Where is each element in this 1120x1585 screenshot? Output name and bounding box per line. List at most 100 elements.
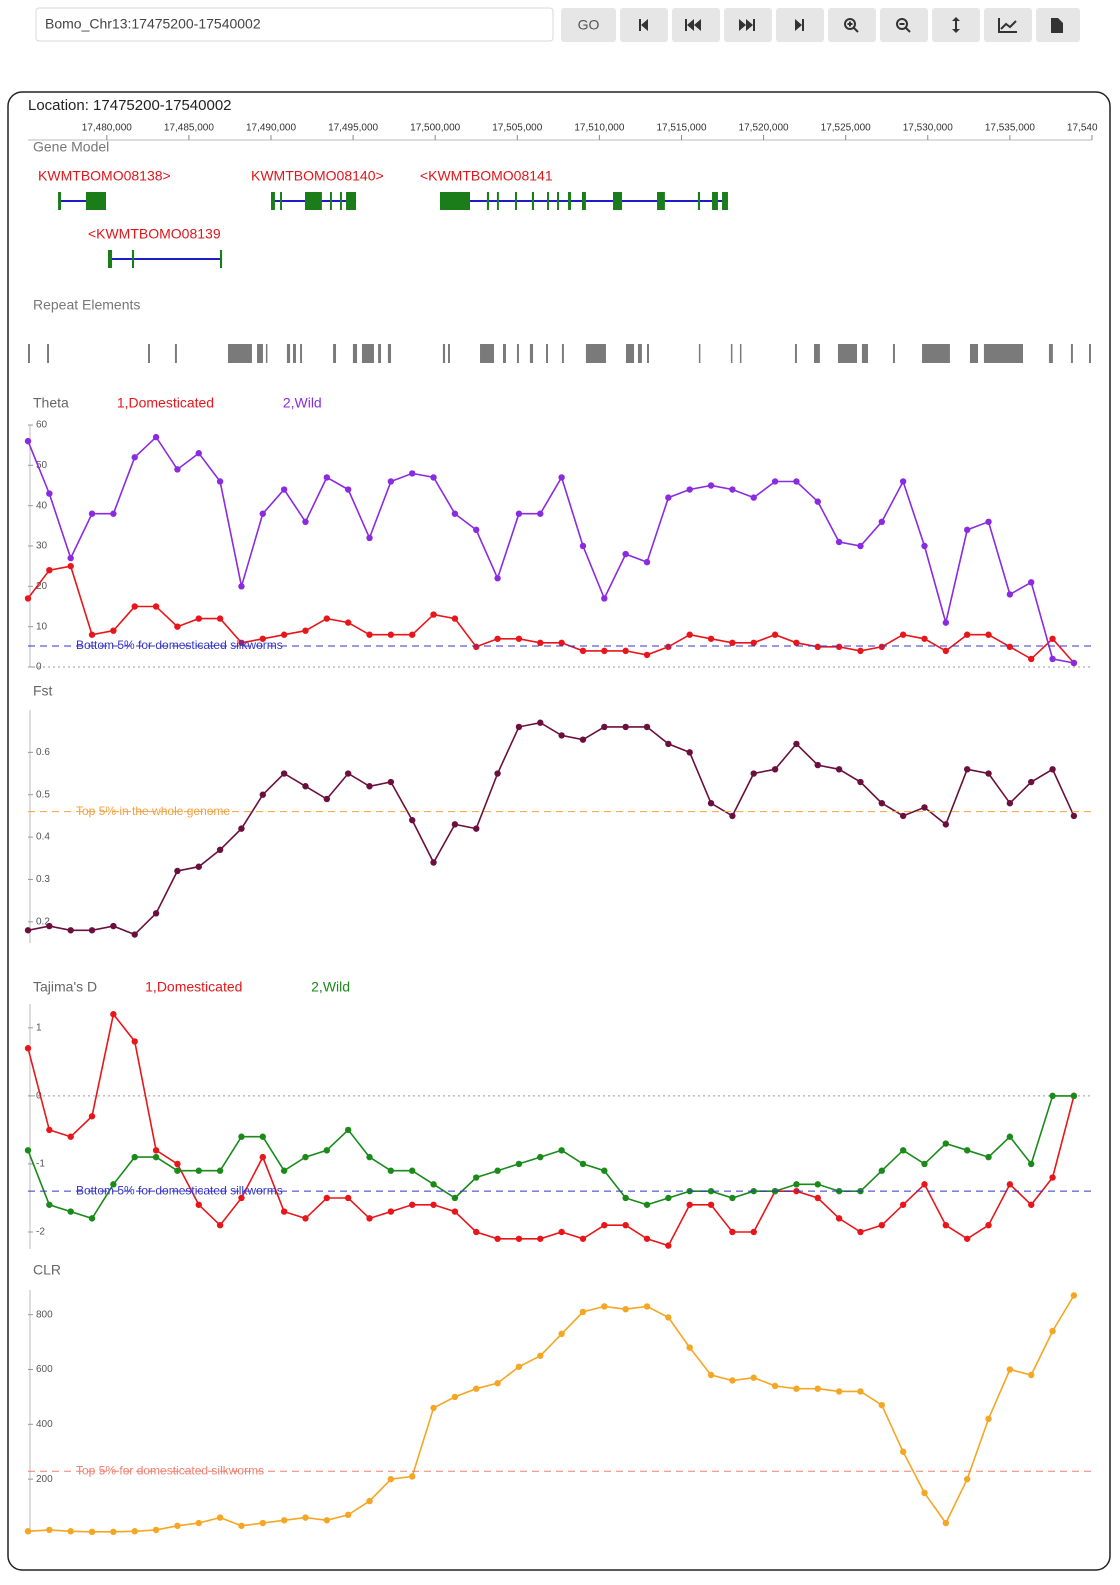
icon (844, 18, 856, 30)
icon (639, 19, 641, 31)
y-tick-label: 0.2 (36, 916, 50, 927)
data-point (280, 631, 288, 638)
data-point (750, 1228, 757, 1236)
data-point (494, 1235, 501, 1242)
repeat-block (637, 344, 642, 363)
data-point (238, 1133, 245, 1140)
exon (722, 192, 728, 210)
series-line (27, 1295, 1075, 1533)
location-input[interactable] (35, 7, 554, 42)
data-point (579, 647, 587, 655)
data-point (899, 478, 907, 485)
data-point (387, 478, 395, 485)
data-point (174, 1167, 181, 1174)
ruler-tick-label: 17,495,000 (328, 123, 378, 134)
data-point (302, 783, 309, 790)
data-point (857, 1388, 864, 1395)
data-point (24, 595, 32, 602)
data-point (67, 1208, 74, 1215)
repeat-block (442, 344, 446, 363)
data-point (409, 1473, 416, 1480)
repeat-block (1089, 344, 1091, 363)
exon (712, 192, 718, 210)
repeat-block (730, 344, 733, 363)
exon (329, 192, 332, 210)
gene-model-title: Gene Model (33, 139, 109, 155)
data-point (451, 1194, 459, 1202)
repeat-block (448, 344, 450, 363)
next-button[interactable] (724, 8, 772, 42)
data-point (899, 812, 907, 820)
gene-label: KWMTBOMO08140> (251, 168, 384, 184)
chart-button[interactable] (984, 8, 1032, 42)
data-point (451, 510, 459, 517)
data-point (1049, 1092, 1056, 1100)
data-point (216, 1514, 224, 1521)
data-point (409, 1167, 416, 1174)
first-button[interactable] (620, 8, 668, 42)
data-point (643, 1201, 651, 1208)
data-point (216, 1167, 224, 1174)
data-point (67, 554, 74, 562)
repeat-block (148, 344, 150, 363)
location-label: Location: 17475200-17540002 (28, 97, 232, 114)
repeat-block (333, 344, 337, 363)
data-point (387, 1475, 395, 1483)
data-point (899, 1201, 907, 1208)
export-button[interactable] (1036, 8, 1080, 42)
data-point (537, 1235, 544, 1242)
repeat-block (837, 344, 858, 363)
data-point (67, 927, 74, 934)
height-button[interactable] (932, 8, 980, 42)
repeat-block (503, 344, 506, 363)
data-point (963, 526, 971, 534)
data-point (88, 1113, 96, 1120)
zoom-in-button[interactable] (828, 8, 876, 42)
ruler-tick-label: 17,525,000 (821, 123, 871, 134)
data-point (131, 1038, 138, 1045)
location-input-text: Bomo_Chr13:17475200-17540002 (45, 16, 261, 32)
data-point (665, 1194, 672, 1202)
data-point (707, 482, 715, 489)
data-point (1028, 1160, 1035, 1168)
repeat-block (293, 344, 296, 363)
data-point (771, 631, 779, 638)
data-point (451, 1208, 459, 1215)
data-point (707, 800, 715, 807)
data-point (835, 538, 843, 546)
data-point (707, 1371, 715, 1379)
data-point (921, 804, 928, 811)
data-point (152, 1526, 160, 1534)
data-point (601, 595, 608, 602)
icon (899, 23, 911, 33)
data-point (601, 647, 608, 655)
data-point (665, 494, 672, 501)
zoom-out-button[interactable] (880, 8, 928, 42)
data-point (707, 1187, 715, 1195)
data-point (558, 1330, 565, 1338)
data-point (963, 766, 971, 773)
data-point (430, 1181, 437, 1188)
prev-button[interactable] (672, 8, 720, 42)
go-button[interactable]: GO (561, 8, 616, 42)
data-point (88, 631, 96, 638)
data-point (110, 1011, 117, 1018)
chart-title: Theta (33, 395, 69, 411)
data-point (110, 922, 117, 930)
data-point (366, 534, 373, 542)
data-point (195, 450, 202, 457)
data-point (1006, 1366, 1014, 1373)
data-point (750, 639, 757, 646)
data-point (942, 647, 950, 655)
data-point (537, 719, 544, 726)
data-point (622, 1305, 629, 1313)
data-point (238, 1194, 245, 1202)
ruler-tick-label: 17,540,000 (1067, 123, 1117, 134)
data-point (985, 1415, 992, 1423)
last-button[interactable] (776, 8, 824, 42)
data-point (195, 863, 202, 870)
data-point (558, 1228, 565, 1236)
data-point (494, 770, 501, 777)
exon (613, 192, 623, 210)
